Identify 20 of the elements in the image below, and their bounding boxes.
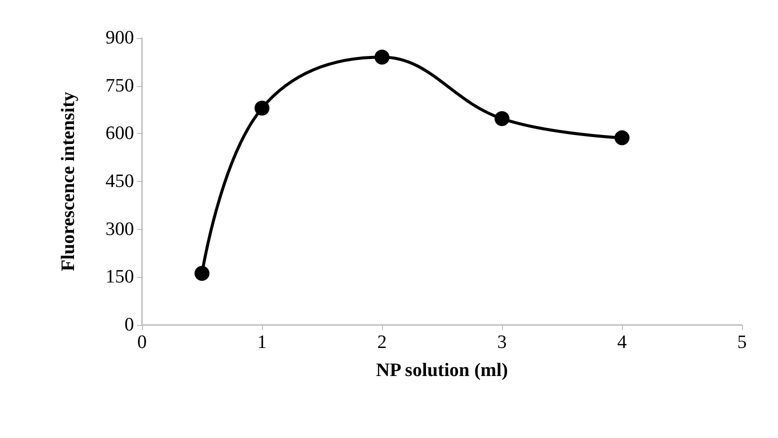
- y-tick-label: 900: [106, 28, 134, 48]
- y-tick-label: 750: [106, 75, 134, 96]
- point: [614, 130, 630, 146]
- x-tick-label: 3: [497, 332, 507, 353]
- point: [494, 111, 510, 126]
- y-tick-label: 150: [106, 266, 134, 288]
- x-tick-label: 4: [617, 332, 628, 353]
- x-tick-label: 2: [377, 332, 387, 353]
- y-tick-label: 450: [106, 171, 134, 192]
- point: [254, 100, 270, 116]
- x-axis-title: NP solution (ml): [376, 360, 508, 381]
- x-tick-label: 5: [737, 332, 747, 353]
- point: [374, 50, 390, 65]
- point: [194, 266, 210, 281]
- x-tick-label: 0: [137, 332, 147, 353]
- y-tick-label: 600: [106, 123, 134, 144]
- x-tick-label: 1: [257, 332, 267, 353]
- y-tick-label: 300: [106, 218, 134, 240]
- y-axis-title: Fluorescence intensity: [58, 91, 79, 272]
- y-tick-label: 0: [124, 314, 134, 336]
